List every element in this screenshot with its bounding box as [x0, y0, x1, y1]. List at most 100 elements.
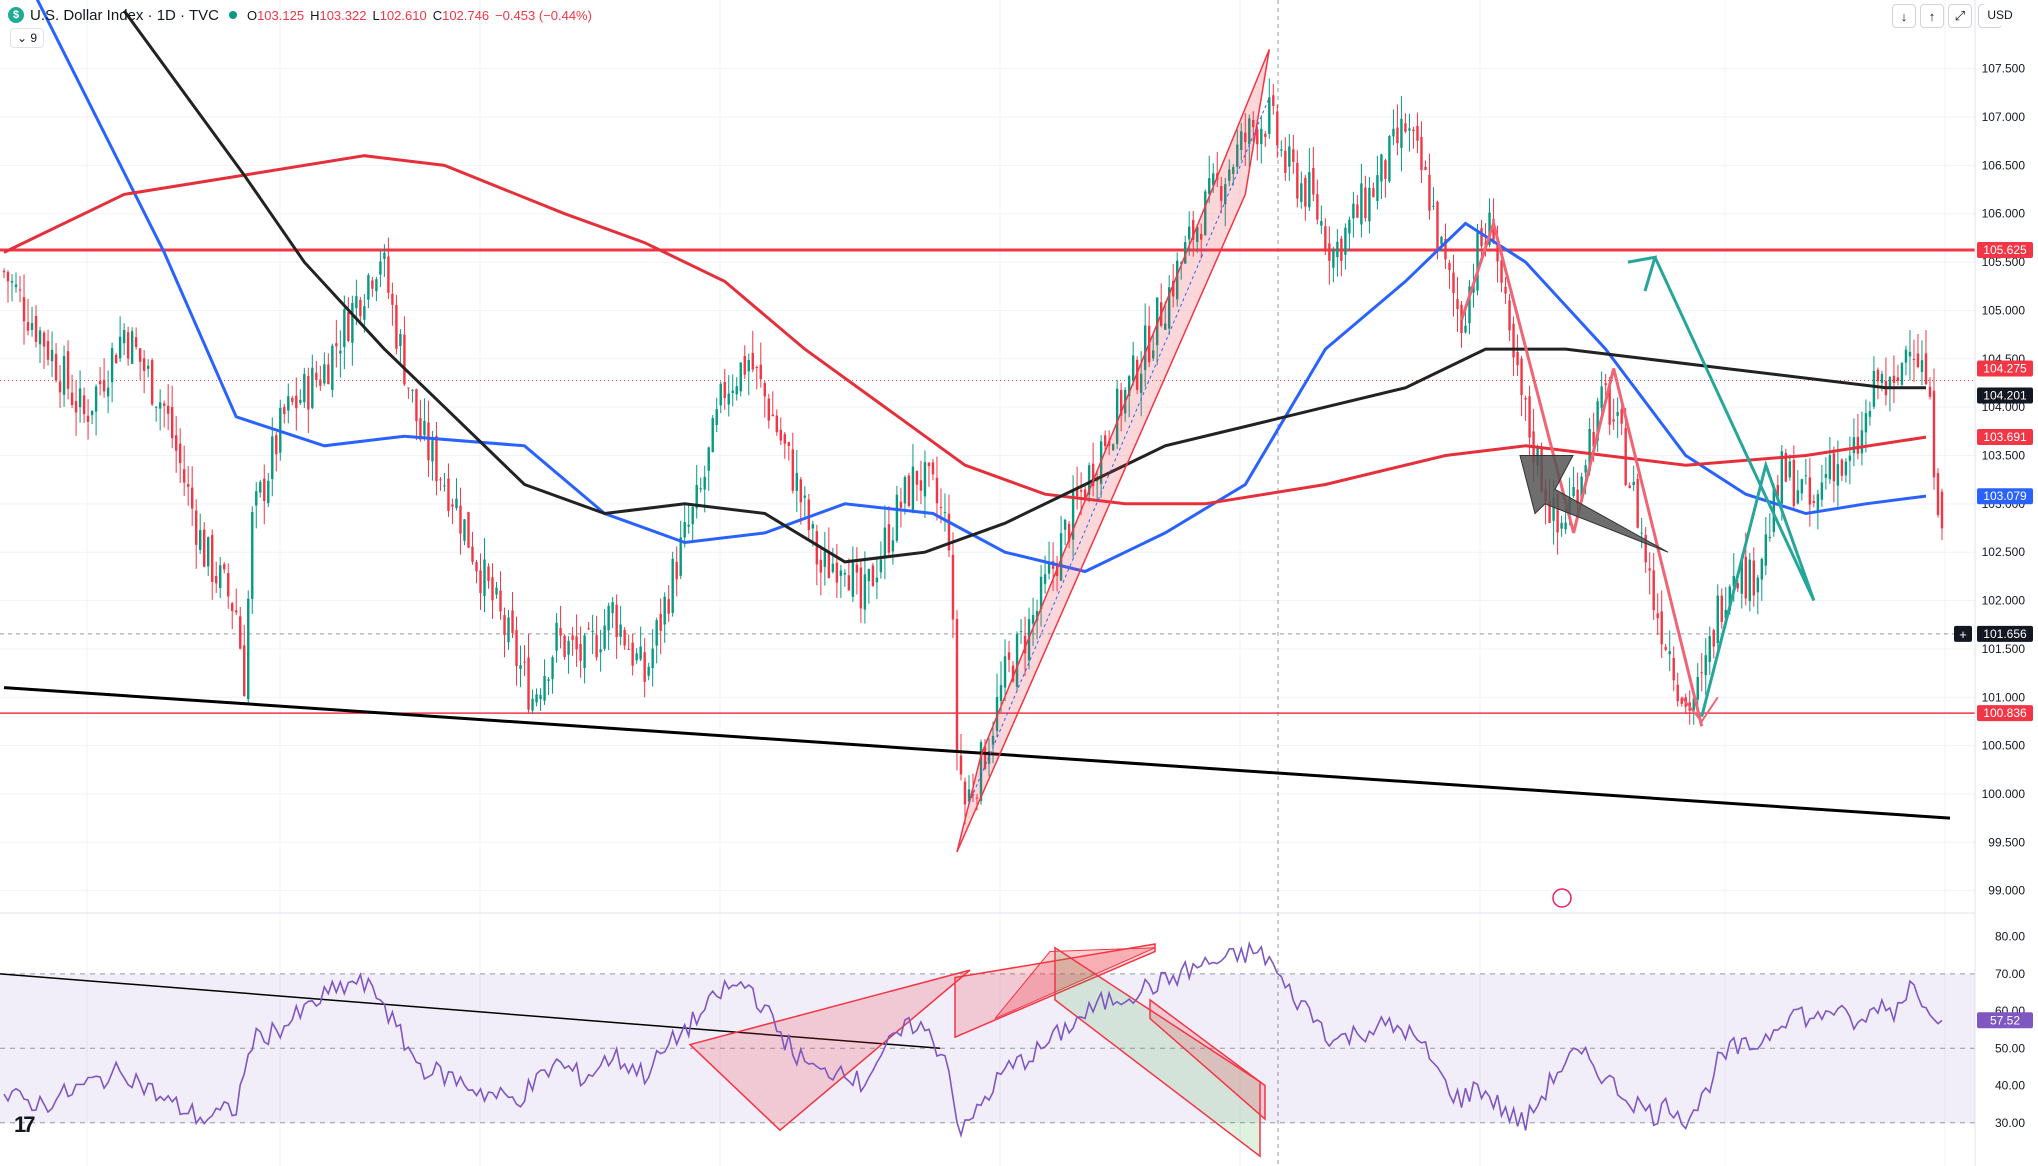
candle-body — [711, 418, 714, 453]
candle-body — [403, 334, 406, 385]
zigzag-arrowhead — [1680, 696, 1719, 724]
candle-body — [1892, 375, 1896, 383]
candle-body — [595, 635, 598, 658]
candle-body — [1620, 409, 1623, 424]
candle-body — [455, 498, 458, 509]
horizontal-levels[interactable] — [0, 248, 1975, 714]
candle-body — [583, 635, 586, 668]
candle-body — [523, 661, 526, 663]
scroll-up-button[interactable]: ↑ — [1920, 4, 1944, 28]
candle-body — [1308, 172, 1311, 208]
candle-body — [311, 367, 314, 408]
plus-icon: + — [1959, 627, 1967, 642]
candle-body — [911, 466, 915, 510]
candle-body — [555, 622, 558, 651]
candle-body — [58, 381, 62, 393]
price-label-text: 101.656 — [1983, 627, 2027, 641]
candle-body — [731, 390, 734, 393]
candle-body — [319, 379, 322, 386]
candle-body — [1043, 574, 1047, 584]
candle-body — [1720, 595, 1723, 623]
price-label-text: 105.625 — [1983, 243, 2027, 257]
candle-body — [1131, 355, 1135, 382]
candle-body — [1616, 412, 1619, 416]
maximize-button[interactable]: ⤢ — [1948, 4, 1972, 28]
price-label-box — [1977, 387, 2033, 404]
candle-body — [495, 587, 498, 595]
scroll-down-button[interactable]: ↓ — [1892, 4, 1916, 28]
candle-body — [1564, 522, 1567, 530]
rsi-wedge-tip — [994, 947, 1156, 1019]
candle-body — [1840, 459, 1844, 476]
candle-body — [1752, 560, 1755, 596]
candle-body — [1336, 241, 1339, 258]
candle-body — [1596, 401, 1599, 441]
candle-body — [547, 679, 550, 681]
candle-body — [387, 256, 390, 293]
candle-body — [1764, 534, 1768, 566]
candle-body — [639, 646, 642, 660]
candle-body — [447, 478, 450, 511]
price-tick-label: 101.000 — [1982, 690, 2026, 704]
candle-body — [1740, 559, 1743, 594]
candle-body — [1172, 280, 1175, 297]
candle-body — [775, 415, 778, 433]
symbol-header[interactable]: $ U.S. Dollar Index · 1D · TVC O103.125 … — [8, 4, 592, 26]
candle-body — [1192, 219, 1195, 240]
candle-body — [587, 628, 590, 630]
candle-body — [1408, 128, 1411, 131]
candle-body — [1496, 242, 1499, 262]
candle-body — [559, 627, 562, 636]
candle-body — [1608, 382, 1611, 425]
candle-body — [1692, 698, 1695, 711]
candle-body — [1075, 488, 1079, 497]
drawings[interactable] — [3, 49, 1951, 908]
rsi-tick-label: 40.00 — [1995, 1079, 2025, 1093]
candle-body — [395, 304, 398, 349]
candle-body — [663, 596, 666, 625]
candle-body — [1804, 475, 1808, 477]
candle-body — [126, 332, 130, 359]
candle-body — [1704, 655, 1707, 676]
candle-body — [271, 436, 274, 480]
candle-body — [211, 534, 214, 582]
candle-body — [507, 617, 510, 643]
candle-body — [50, 349, 54, 362]
candle-body — [331, 345, 334, 390]
candle-body — [479, 570, 482, 594]
candle-body — [971, 793, 975, 796]
candle-body — [379, 261, 382, 275]
candle-body — [295, 395, 298, 409]
candle-body — [315, 372, 318, 380]
candle-body — [1668, 651, 1671, 655]
price-label-box — [1977, 625, 2033, 642]
indicators-toggle[interactable]: ⌄ 9 — [10, 28, 44, 48]
candle-body — [1324, 226, 1327, 250]
candle-body — [166, 405, 170, 414]
candle-body — [42, 332, 46, 347]
candle-body — [811, 524, 815, 529]
candle-body — [699, 488, 702, 490]
candle-body — [1512, 323, 1515, 358]
candle-body — [1340, 238, 1343, 261]
candle-body — [991, 735, 995, 745]
currency-selector[interactable]: USD — [1982, 4, 2018, 26]
candle-body — [291, 397, 294, 402]
candle-body — [1103, 435, 1107, 447]
candle-body — [1912, 358, 1916, 360]
candle-body — [795, 473, 799, 491]
price-axis[interactable]: 107.500 107.000 106.500 106.000 105.500 105.0… — [1974, 0, 2026, 1166]
moving-averages — [3, 0, 1927, 574]
candle-body — [347, 312, 350, 341]
candle-body — [1015, 634, 1019, 687]
candle-body — [1320, 221, 1323, 226]
candle-body — [327, 364, 330, 385]
candle-body — [1304, 177, 1307, 207]
candle-body — [1372, 188, 1375, 198]
candle-body — [655, 620, 658, 646]
candle-body — [1836, 464, 1840, 486]
price-label-box — [1977, 488, 2033, 505]
candle-body — [1220, 185, 1223, 201]
candle-body — [1188, 226, 1191, 240]
